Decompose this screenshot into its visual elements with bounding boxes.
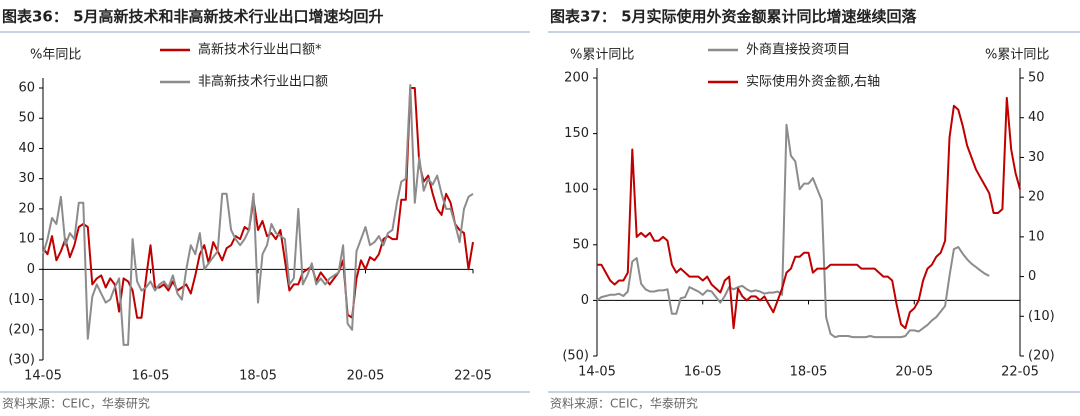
x-tick-label: 20-05 — [347, 369, 385, 384]
y2-tick-label: (10) — [1028, 309, 1055, 324]
legend-label: 非高新技术行业出口额 — [198, 74, 328, 90]
source: 资料来源：CEIC，华泰研究 — [2, 396, 150, 411]
x-tick-label: 20-05 — [895, 365, 933, 380]
y-tick-label: 50 — [572, 237, 589, 252]
y2-tick-label: 0 — [1028, 269, 1036, 284]
x-tick-label: 16-05 — [684, 365, 722, 380]
x-tick-label: 18-05 — [239, 369, 277, 384]
legend-label: 实际使用外资金额,右轴 — [746, 74, 880, 90]
source: 资料来源：CEIC，华泰研究 — [550, 396, 698, 411]
y2-tick-label: 20 — [1028, 190, 1045, 205]
chart-title: 图表37： 5月实际使用外资金额累计同比增速继续回落 — [550, 8, 918, 26]
series-line — [597, 96, 1021, 330]
x-tick-label: 14-05 — [24, 369, 62, 384]
series-line — [596, 123, 990, 339]
y-tick-label: 30 — [18, 171, 35, 186]
chart-title: 图表36： 5月高新技术和非高新技术行业出口增速均回升 — [2, 8, 384, 26]
y2-tick-label: 40 — [1028, 110, 1045, 125]
y2-tick-label: 10 — [1028, 229, 1045, 244]
x-tick-label: 22-05 — [454, 369, 492, 384]
y-tick-label: 10 — [18, 232, 35, 247]
y-tick-label: 0 — [27, 262, 35, 277]
y-tick-label: 150 — [564, 126, 589, 141]
y-tick-label: 200 — [564, 71, 589, 86]
y-tick-label: 40 — [18, 141, 35, 156]
y-tick-label: 60 — [18, 81, 35, 96]
y-tick-label: 0 — [581, 293, 589, 308]
x-tick-label: 22-05 — [1001, 365, 1039, 380]
y-tick-label: (10) — [8, 292, 35, 307]
y2-tick-label: (20) — [1028, 349, 1055, 364]
y-tick-label: 50 — [18, 111, 35, 126]
y-tick-label: 100 — [564, 182, 589, 197]
x-tick-label: 16-05 — [132, 369, 170, 384]
x-tick-label: 18-05 — [790, 365, 828, 380]
y-tick-label: (50) — [562, 349, 589, 364]
y2-tick-label: 50 — [1028, 71, 1045, 86]
y-tick-label: 20 — [18, 201, 35, 216]
y2-axis-label: %累计同比 — [985, 48, 1049, 63]
y-axis-label: %累计同比 — [570, 48, 634, 63]
series-line — [42, 87, 474, 319]
legend-label: 外商直接投资项目 — [746, 42, 850, 58]
y-tick-label: (30) — [8, 353, 35, 368]
y2-tick-label: 30 — [1028, 150, 1045, 165]
series-line — [42, 84, 474, 346]
legend-label: 高新技术行业出口额* — [198, 42, 322, 58]
y-tick-label: (20) — [8, 322, 35, 337]
y-axis-label: %年同比 — [30, 48, 81, 63]
x-tick-label: 14-05 — [578, 365, 616, 380]
